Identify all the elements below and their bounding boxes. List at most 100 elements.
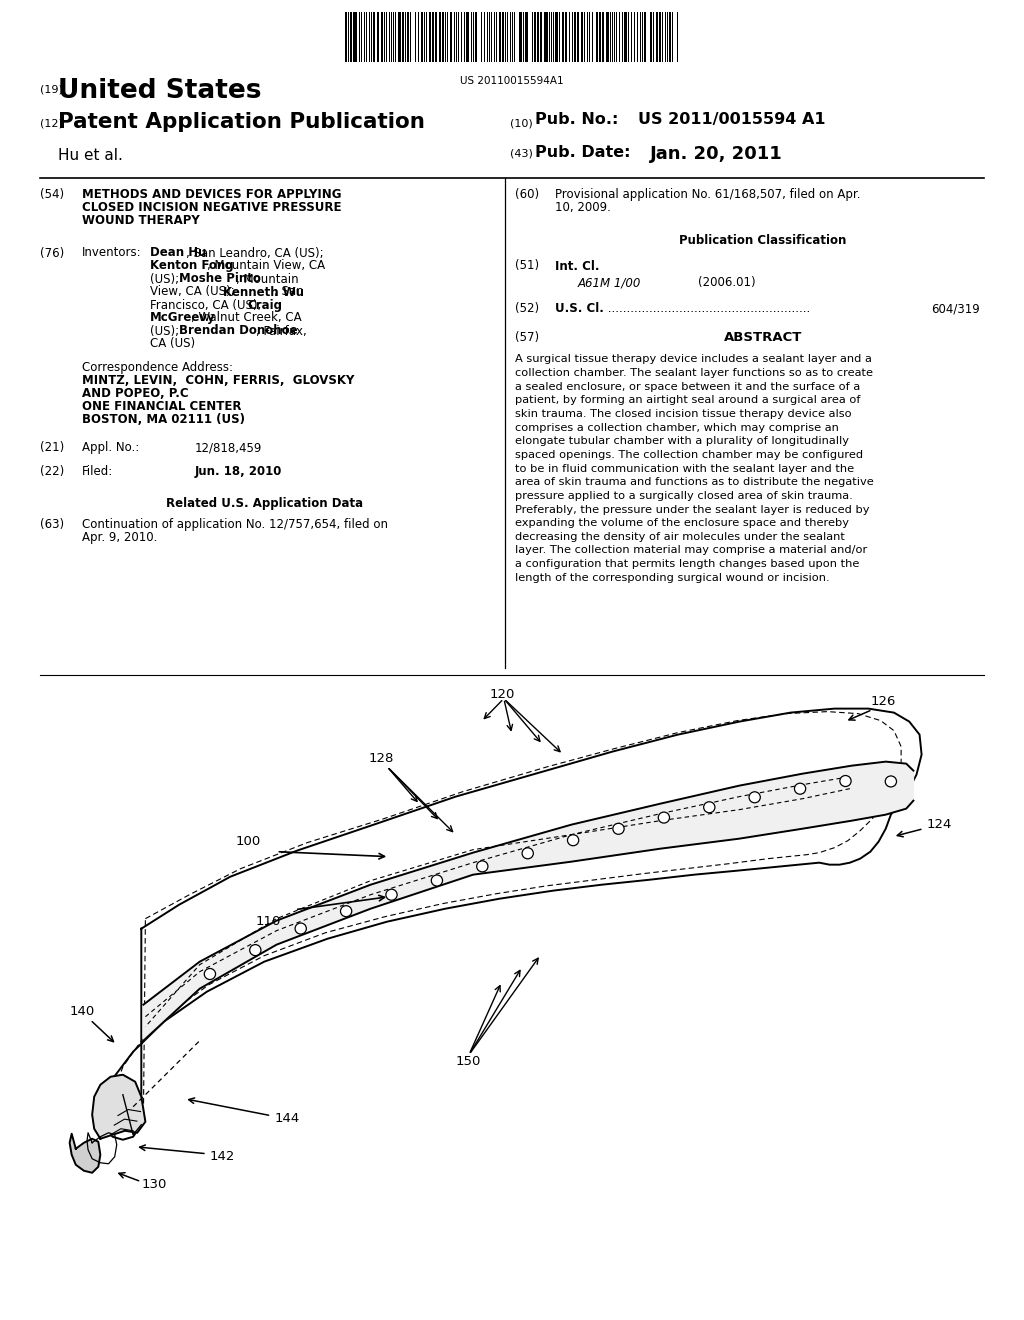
Polygon shape — [92, 1074, 145, 1139]
Text: Jun. 18, 2010: Jun. 18, 2010 — [195, 465, 283, 478]
Text: METHODS AND DEVICES FOR APPLYING: METHODS AND DEVICES FOR APPLYING — [82, 187, 341, 201]
Bar — [402, 12, 404, 62]
Bar — [525, 12, 528, 62]
Bar — [534, 12, 536, 62]
Text: 12/818,459: 12/818,459 — [195, 441, 262, 454]
Text: (76): (76) — [40, 247, 65, 260]
Text: Continuation of application No. 12/757,654, filed on: Continuation of application No. 12/757,6… — [82, 519, 388, 531]
Circle shape — [567, 834, 579, 846]
Text: WOUND THERAPY: WOUND THERAPY — [82, 214, 200, 227]
Bar — [398, 12, 401, 62]
Text: layer. The collection material may comprise a material and/or: layer. The collection material may compr… — [515, 545, 867, 556]
Text: spaced openings. The collection chamber may be configured: spaced openings. The collection chamber … — [515, 450, 863, 459]
Circle shape — [658, 812, 670, 824]
Text: 140: 140 — [70, 1006, 95, 1018]
Text: elongate tubular chamber with a plurality of longitudinally: elongate tubular chamber with a pluralit… — [515, 437, 849, 446]
Bar — [659, 12, 662, 62]
Text: Pub. No.:: Pub. No.: — [535, 112, 618, 127]
Bar — [599, 12, 601, 62]
Text: (51): (51) — [515, 260, 539, 272]
Text: Dean Hu: Dean Hu — [150, 247, 207, 260]
Text: length of the corresponding surgical wound or incision.: length of the corresponding surgical wou… — [515, 573, 829, 583]
Text: 150: 150 — [456, 1055, 481, 1068]
Text: Kenneth Wu: Kenneth Wu — [223, 285, 304, 298]
Text: Filed:: Filed: — [82, 465, 114, 478]
Text: 100: 100 — [236, 836, 261, 849]
Text: (54): (54) — [40, 187, 65, 201]
Bar — [435, 12, 437, 62]
Text: Jan. 20, 2011: Jan. 20, 2011 — [650, 145, 782, 162]
Bar — [345, 12, 347, 62]
Text: , Mountain View, CA: , Mountain View, CA — [207, 260, 325, 272]
Text: CLOSED INCISION NEGATIVE PRESSURE: CLOSED INCISION NEGATIVE PRESSURE — [82, 201, 341, 214]
Bar — [544, 12, 548, 62]
Bar — [606, 12, 609, 62]
Text: Moshe Pinto: Moshe Pinto — [179, 272, 261, 285]
Circle shape — [340, 906, 352, 916]
Text: A61M 1/00: A61M 1/00 — [578, 276, 641, 289]
Text: a sealed enclosure, or space between it and the surface of a: a sealed enclosure, or space between it … — [515, 381, 860, 392]
Text: 604/319: 604/319 — [931, 302, 980, 315]
Bar — [377, 12, 379, 62]
Text: (19): (19) — [40, 84, 62, 95]
Bar — [373, 12, 375, 62]
Polygon shape — [143, 762, 913, 1040]
Text: View, CA (US);: View, CA (US); — [150, 285, 239, 298]
Text: , Fairfax,: , Fairfax, — [256, 325, 307, 338]
Text: ......................................................: ........................................… — [604, 302, 810, 315]
Text: , San: , San — [274, 285, 304, 298]
Bar — [450, 12, 452, 62]
Bar — [439, 12, 441, 62]
Text: (2006.01): (2006.01) — [698, 276, 756, 289]
Text: 10, 2009.: 10, 2009. — [555, 201, 611, 214]
Text: 120: 120 — [489, 688, 515, 701]
Polygon shape — [70, 1134, 100, 1172]
Text: expanding the volume of the enclosure space and thereby: expanding the volume of the enclosure sp… — [515, 519, 849, 528]
Bar — [475, 12, 477, 62]
Bar — [466, 12, 469, 62]
Text: Craig: Craig — [247, 298, 282, 312]
Bar — [577, 12, 579, 62]
Text: (22): (22) — [40, 465, 65, 478]
Text: (52): (52) — [515, 302, 539, 315]
Bar — [353, 12, 357, 62]
Bar — [350, 12, 352, 62]
Text: (10): (10) — [510, 117, 532, 128]
Circle shape — [295, 923, 306, 935]
Text: (US);: (US); — [150, 325, 183, 338]
Bar — [502, 12, 504, 62]
Text: AND POPEO, P.C: AND POPEO, P.C — [82, 387, 188, 400]
Circle shape — [476, 861, 487, 873]
Circle shape — [612, 824, 625, 834]
Bar — [565, 12, 567, 62]
Bar — [581, 12, 583, 62]
Text: (21): (21) — [40, 441, 65, 454]
Bar — [537, 12, 539, 62]
Text: Preferably, the pressure under the sealant layer is reduced by: Preferably, the pressure under the seala… — [515, 504, 869, 515]
Bar — [644, 12, 646, 62]
Text: A surgical tissue therapy device includes a sealant layer and a: A surgical tissue therapy device include… — [515, 354, 871, 364]
Bar — [407, 12, 409, 62]
Bar — [519, 12, 522, 62]
Circle shape — [386, 890, 397, 900]
Circle shape — [795, 783, 806, 795]
Bar — [624, 12, 627, 62]
Text: ABSTRACT: ABSTRACT — [724, 331, 802, 345]
Bar — [499, 12, 501, 62]
Bar — [540, 12, 542, 62]
Circle shape — [205, 969, 216, 979]
Bar — [650, 12, 652, 62]
Text: (43): (43) — [510, 148, 532, 158]
Circle shape — [703, 801, 715, 813]
Text: Appl. No.:: Appl. No.: — [82, 441, 139, 454]
Text: Apr. 9, 2010.: Apr. 9, 2010. — [82, 531, 158, 544]
Text: Int. Cl.: Int. Cl. — [555, 260, 599, 272]
Text: Francisco, CA (US);: Francisco, CA (US); — [150, 298, 265, 312]
Text: , San Leandro, CA (US);: , San Leandro, CA (US); — [186, 247, 324, 260]
Bar — [429, 12, 431, 62]
Text: Patent Application Publication: Patent Application Publication — [58, 112, 425, 132]
Circle shape — [885, 776, 897, 787]
Text: a configuration that permits length changes based upon the: a configuration that permits length chan… — [515, 560, 859, 569]
Circle shape — [522, 847, 534, 859]
Text: Correspondence Address:: Correspondence Address: — [82, 360, 233, 374]
